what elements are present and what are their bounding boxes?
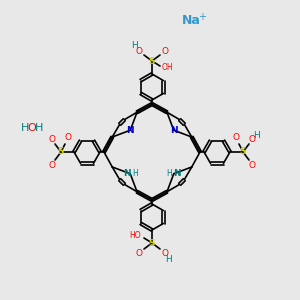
Text: +: + (198, 12, 206, 22)
Text: H: H (132, 41, 138, 50)
Text: O: O (232, 133, 239, 142)
Text: S: S (58, 148, 64, 157)
Text: H: H (253, 130, 260, 140)
Text: OH: OH (161, 64, 173, 73)
Text: O: O (49, 160, 56, 169)
Text: O: O (28, 123, 36, 133)
Text: O: O (49, 134, 56, 143)
Text: H: H (166, 169, 172, 178)
Text: N: N (170, 126, 178, 135)
Text: H: H (166, 256, 172, 265)
Text: O: O (161, 248, 169, 257)
Text: H: H (132, 169, 138, 178)
Text: S: S (240, 148, 246, 157)
Text: O: O (248, 134, 256, 143)
Text: S: S (149, 56, 155, 65)
Text: O: O (64, 133, 71, 142)
Text: O: O (161, 47, 169, 56)
Text: Na: Na (182, 14, 201, 28)
Text: O: O (136, 47, 142, 56)
Text: H: H (21, 123, 29, 133)
Text: N: N (126, 126, 134, 135)
Text: N: N (123, 169, 131, 178)
Text: H: H (35, 123, 43, 133)
Text: HO: HO (129, 232, 141, 241)
Text: N: N (173, 169, 181, 178)
Text: O: O (248, 160, 256, 169)
Text: O: O (136, 248, 142, 257)
Text: S: S (149, 238, 155, 247)
